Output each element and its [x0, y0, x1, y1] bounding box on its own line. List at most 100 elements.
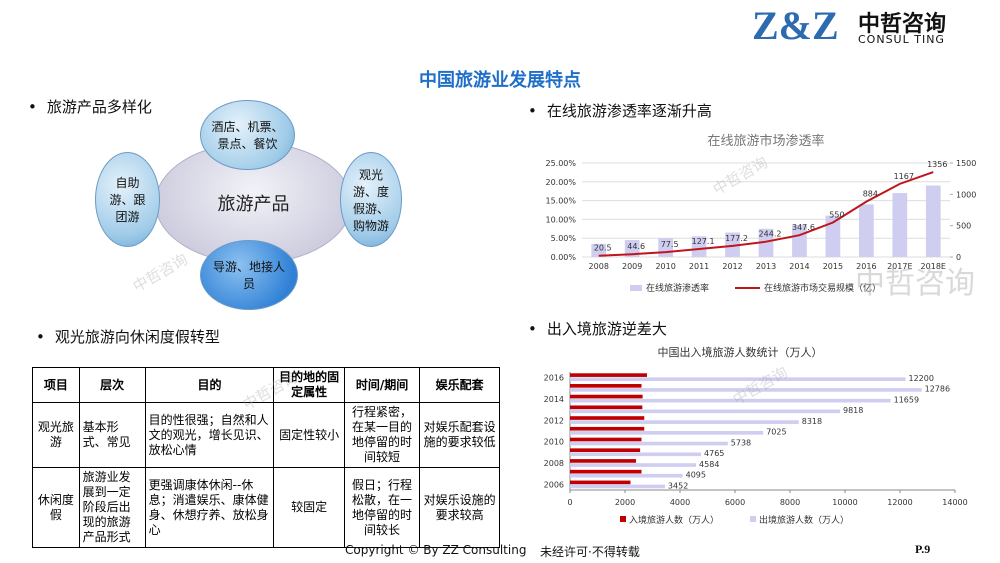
data-label: 3452 — [668, 481, 688, 490]
legend-swatch — [620, 516, 626, 522]
bar — [570, 469, 642, 474]
data-label: 550 — [829, 211, 844, 220]
data-label: 7025 — [766, 428, 786, 437]
x-tick-label: 6000 — [725, 498, 745, 507]
x-tick-label: 2011 — [689, 262, 709, 271]
data-label: 5738 — [731, 438, 751, 447]
data-label: 12200 — [909, 374, 934, 383]
bar — [570, 416, 645, 420]
y-tick-label: 25.00% — [545, 159, 576, 168]
bar — [758, 228, 774, 257]
bar — [725, 232, 740, 257]
x-tick-label: 10000 — [832, 498, 857, 507]
table-cell: 假日；行程松散，在一地停留的时间较长 — [343, 467, 421, 548]
bar — [825, 215, 841, 257]
bar — [691, 236, 707, 257]
bar — [570, 459, 636, 463]
bar — [570, 426, 645, 431]
x-tick-label: 8000 — [780, 498, 800, 507]
data-label: 4095 — [686, 471, 706, 480]
table-cell: 对娱乐配套设施的要求较低 — [419, 402, 500, 468]
header-cell: 娱乐配套 — [419, 367, 500, 403]
table-row: 观光旅游 基本形式、常见 目的性很强；自然和人文的观光，增长见识、放松心情 固定性较小… — [32, 402, 500, 468]
diagram-node: 导游、地接人员 — [200, 240, 298, 310]
legend-swatch — [630, 285, 642, 291]
legend-label: 出境旅游人数（万人） — [759, 514, 849, 526]
bar — [892, 193, 908, 257]
diagram-node: 酒店、机票、景点、餐饮 — [200, 100, 295, 170]
data-label: 884 — [863, 190, 878, 199]
x-tick-label: 14000 — [942, 498, 967, 507]
x-tick-label: 12000 — [887, 498, 912, 507]
bar — [570, 441, 728, 446]
slide-title: 中国旅游业发展特点 — [419, 70, 581, 91]
bar — [570, 384, 642, 388]
bar — [591, 243, 607, 257]
x-tick-label: 2000 — [615, 498, 635, 507]
bullet: 旅游产品多样化 — [28, 96, 152, 117]
table-cell: 目的性很强；自然和人文的观光，增长见识、放松心情 — [144, 402, 275, 468]
table-cell: 旅游业发展到一定阶段后出现的旅游产品形式 — [78, 467, 146, 548]
data-label: 244.2 — [759, 230, 782, 239]
legend-label: 在线旅游市场交易规模（亿） — [764, 282, 881, 294]
y-tick-label: 5.00% — [551, 234, 577, 243]
y-tick-label: 2006 — [544, 481, 564, 490]
y2-tick-label: 1000 — [956, 190, 976, 199]
table-cell: 基本形式、常见 — [78, 402, 146, 468]
logo: Z&Z — [752, 3, 839, 48]
chart: 在线旅游市场渗透率 0.00% 5.00% 10.00% 15.00% 20.00% 25.… — [545, 133, 976, 294]
data-label: 4584 — [699, 460, 719, 469]
bullet: 在线旅游渗透率逐渐升高 — [528, 100, 712, 121]
table: 项目 层次 目的 目的地的固定属性 时间/期间 娱乐配套 观光旅游 基本形式、常见 目的性很强；… — [32, 367, 500, 548]
x-tick-label: 2017E — [887, 262, 912, 271]
watermark: 中哲咨询 — [855, 266, 975, 301]
data-label: 1356 — [927, 160, 947, 169]
y-tick-label: 15.00% — [545, 197, 576, 206]
data-label: 9818 — [843, 406, 863, 415]
header-cell: 项目 — [32, 367, 80, 403]
data-label: 11659 — [894, 395, 919, 404]
data-label: 127.1 — [692, 237, 715, 246]
table-cell: 对娱乐设施的要求较高 — [419, 467, 500, 548]
table-cell: 较固定 — [273, 467, 345, 548]
y-tick-label: 0.00% — [551, 253, 577, 262]
table-cell: 更强调康体休闲--休息；消遣娱乐、康体健身、休想疗养、放松身心 — [144, 467, 275, 548]
bar — [570, 437, 642, 442]
table-cell: 行程紧密，在某一目的地停留的时间较短 — [343, 402, 421, 468]
x-tick-label: 2016 — [856, 262, 876, 271]
bar — [570, 388, 922, 392]
y2-tick-label: 0 — [956, 253, 961, 262]
table-row: 项目 层次 目的 目的地的固定属性 时间/期间 娱乐配套 — [32, 367, 500, 403]
company: 中哲咨询 — [858, 12, 947, 37]
y2-tick-label: 1500 — [956, 159, 976, 168]
data-label: 4765 — [704, 449, 724, 458]
table-cell: 观光旅游 — [32, 402, 80, 468]
bar — [570, 484, 665, 489]
line — [598, 171, 934, 257]
bar — [570, 394, 643, 399]
company-en: CONSUL TING — [858, 33, 945, 46]
legend-label: 在线旅游渗透率 — [646, 282, 709, 294]
x-tick-label: 0 — [567, 498, 572, 507]
y-tick-label: 10.00% — [545, 215, 576, 224]
bar — [570, 420, 799, 424]
bar — [570, 452, 702, 457]
y-tick-label: 20.00% — [545, 178, 576, 187]
x-tick-label: 2010 — [655, 262, 675, 271]
bar — [570, 405, 643, 410]
y-tick-label: 2016 — [544, 373, 564, 382]
data-label: 44.6 — [627, 242, 645, 251]
data-label: 1167 — [894, 172, 914, 181]
data-label: 177.2 — [725, 234, 748, 243]
copyright: Copyright © By ZZ Consulting — [345, 543, 527, 557]
chart-title: 在线旅游市场渗透率 — [707, 133, 824, 149]
data-label: 12786 — [925, 385, 950, 394]
header-cell: 时间/期间 — [343, 367, 421, 403]
x-tick-label: 2014 — [789, 262, 809, 271]
diagram-node: 观光游、度假游、购物游 — [340, 152, 402, 247]
bar — [925, 185, 941, 257]
y2-tick-label: 500 — [956, 222, 971, 231]
x-tick-label: 2012 — [722, 262, 742, 271]
bar — [570, 409, 840, 414]
bar — [570, 473, 683, 478]
